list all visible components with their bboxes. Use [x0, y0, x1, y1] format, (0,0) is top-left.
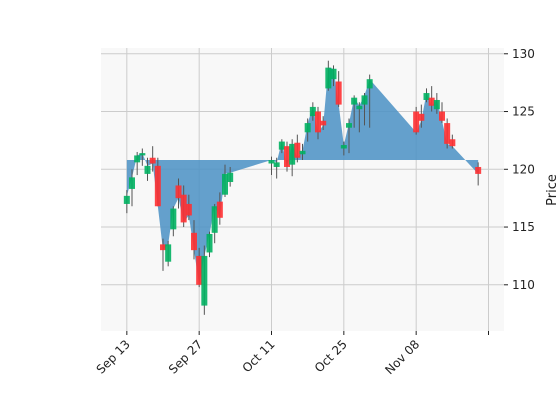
- x-tick-label: Sep 27: [166, 337, 205, 376]
- candle-body-down: [160, 244, 166, 251]
- x-axis: Sep 13 Sep 27 Oct 11 Oct 25 Nov 08: [94, 331, 489, 377]
- x-tick-label: Oct 11: [240, 337, 278, 375]
- candle-body-up: [299, 150, 306, 155]
- candle-body-up: [201, 255, 208, 306]
- y-axis-label: Price: [545, 174, 560, 206]
- candle-body-down: [180, 194, 187, 223]
- candle-body-up: [304, 123, 311, 133]
- candle-body-up: [340, 145, 347, 149]
- candle-body-down: [191, 232, 197, 251]
- candle-body-down: [294, 142, 301, 158]
- candle-body-down: [149, 157, 156, 164]
- candle-body-down: [196, 255, 203, 285]
- candle-body-down: [413, 111, 420, 133]
- candle-body-up: [423, 93, 430, 100]
- candle-body-up: [346, 123, 352, 128]
- close-fill-area: [126, 67, 479, 285]
- candle-body-up: [268, 160, 275, 164]
- candle-body-up: [134, 155, 141, 163]
- candle-body-up: [123, 195, 130, 204]
- candle-body-down: [449, 139, 456, 147]
- candle-body-up: [170, 208, 177, 230]
- candle-body-up: [222, 173, 228, 195]
- y-tick-label: 115: [512, 220, 535, 234]
- candle-body-up: [227, 172, 234, 182]
- candle-body-up: [366, 79, 373, 89]
- candles: [123, 60, 482, 315]
- candle-body-down: [185, 203, 192, 216]
- y-tick-label: 130: [512, 47, 535, 61]
- y-tick-label: 120: [512, 162, 535, 176]
- y-axis: 110 115 120 125 130: [504, 47, 535, 292]
- fill-between-area: [126, 67, 479, 285]
- candle-body-up: [144, 165, 151, 174]
- x-tick-label: Sep 13: [94, 337, 133, 376]
- candle-body-up: [278, 141, 285, 150]
- candle-body-up: [351, 97, 358, 105]
- candle-body-up: [433, 99, 440, 110]
- y-tick-label: 125: [512, 105, 535, 119]
- candle-body-down: [175, 185, 182, 199]
- candle-body-up: [165, 244, 172, 262]
- candle-body-up: [309, 106, 316, 117]
- candle-body-up: [361, 95, 368, 105]
- candle-body-down: [428, 97, 435, 106]
- candle-body-down: [154, 165, 161, 207]
- candle-body-up: [139, 153, 146, 156]
- candle-body-up: [325, 67, 332, 89]
- candle-body-down: [335, 81, 342, 105]
- candle-body-up: [211, 206, 218, 233]
- x-tick-label: Nov 08: [382, 337, 422, 377]
- candle-body-down: [475, 166, 482, 174]
- candle-body-down: [216, 201, 223, 218]
- candle-body-up: [356, 105, 363, 110]
- candle-body-down: [320, 120, 327, 126]
- candle-body-down: [315, 111, 321, 133]
- candle-body-up: [330, 68, 337, 80]
- candle-body-up: [273, 162, 280, 167]
- candle-body-up: [129, 177, 135, 189]
- candle-body-up: [289, 143, 296, 165]
- y-tick-label: 110: [512, 278, 535, 292]
- candle-body-down: [439, 111, 445, 121]
- candle-body-down: [418, 113, 425, 121]
- x-tick-label: Oct 25: [312, 337, 350, 375]
- candle-body-up: [206, 233, 213, 253]
- candle-body-down: [444, 123, 451, 144]
- candle-body-down: [284, 146, 290, 167]
